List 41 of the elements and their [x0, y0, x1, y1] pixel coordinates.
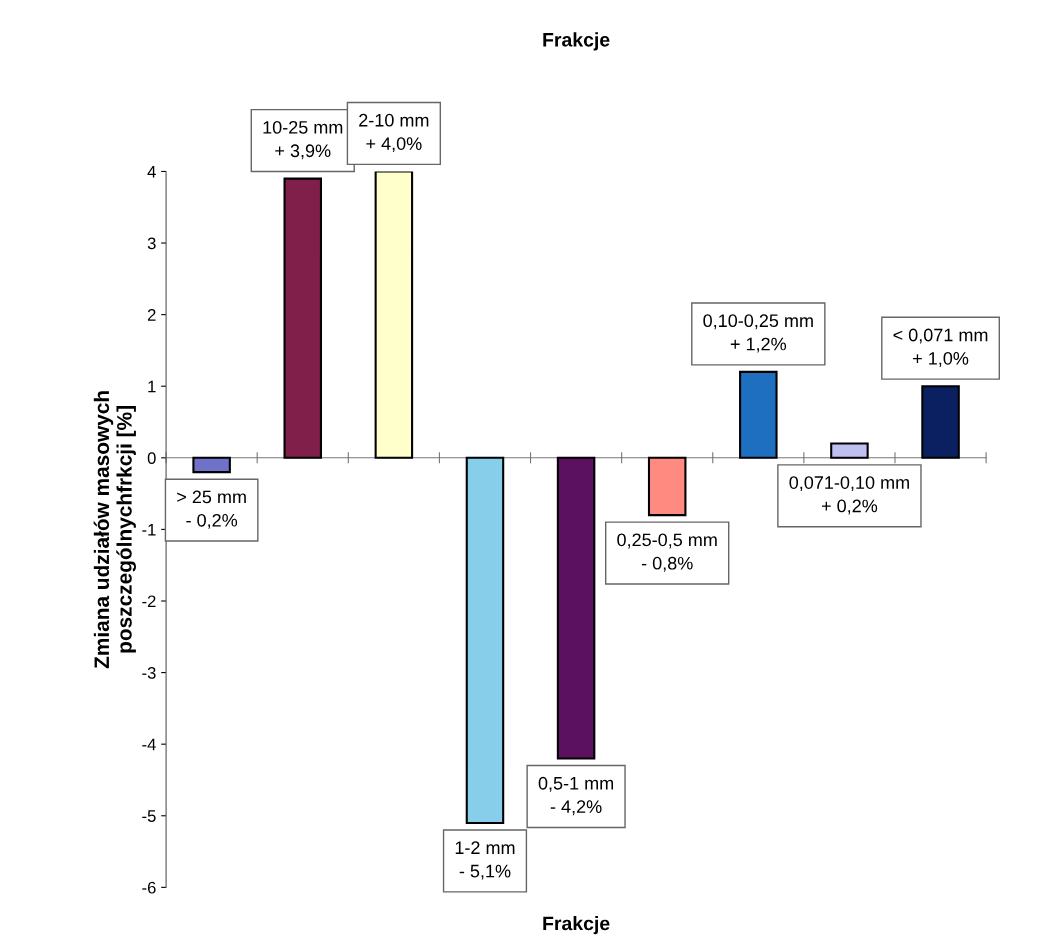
- data-label: + 1,0%: [913, 351, 969, 367]
- bar: [739, 370, 778, 459]
- data-label: - 5,1%: [459, 864, 511, 880]
- bar: [283, 177, 323, 459]
- x-tick-label: 1-2 mm: [455, 841, 515, 854]
- y-tick-label: -5: [142, 810, 156, 822]
- x-axis-title: Frakcje: [543, 916, 610, 935]
- bar: [556, 456, 596, 760]
- x-tick-label: 0,10-0,25 mm: [703, 314, 813, 330]
- data-label: - 4,2%: [550, 800, 602, 816]
- x-tick-label: 0,071-0,10 mm: [789, 476, 909, 492]
- x-tick-label: 0,5-1 mm: [538, 776, 614, 792]
- data-label: + 3,9%: [275, 144, 331, 160]
- data-label: + 0,2%: [821, 499, 878, 515]
- y-axis-title: Zmiana udziałów masowych poszczególnychfrkcji [%]: [93, 391, 136, 669]
- y-tick-label: 4: [147, 166, 156, 178]
- y-tick-label: 0: [147, 452, 156, 465]
- bar: [921, 385, 960, 459]
- y-tick-label: -3: [142, 666, 156, 679]
- y-tick-label: -1: [142, 523, 156, 536]
- x-tick-label: < 0,071 mm: [893, 328, 988, 344]
- y-tick-label: -4: [142, 738, 156, 751]
- data-label: + 1,2%: [730, 337, 787, 353]
- y-tick-label: 2: [147, 309, 156, 321]
- data-label: - 0,8%: [641, 556, 693, 572]
- bar: [465, 456, 505, 824]
- data-label: - 0,2%: [186, 513, 238, 529]
- y-tick-label: 1: [148, 380, 156, 393]
- chart-title: Frakcje: [543, 32, 610, 51]
- data-label: + 4,0%: [366, 137, 422, 153]
- x-tick-label: 10-25 mm: [263, 120, 343, 134]
- y-tick-label: -2: [142, 595, 156, 608]
- x-tick-label: > 25 mm: [177, 490, 246, 504]
- x-tick-label: 0,25-0,5 mm: [617, 533, 717, 549]
- y-tick-label: 3: [147, 237, 156, 250]
- x-tick-label: 2-10 mm: [359, 113, 429, 127]
- y-tick-label: -6: [142, 881, 156, 894]
- bar: [374, 171, 414, 459]
- bar: [830, 442, 869, 459]
- bar: [192, 456, 231, 474]
- bar: [647, 456, 687, 517]
